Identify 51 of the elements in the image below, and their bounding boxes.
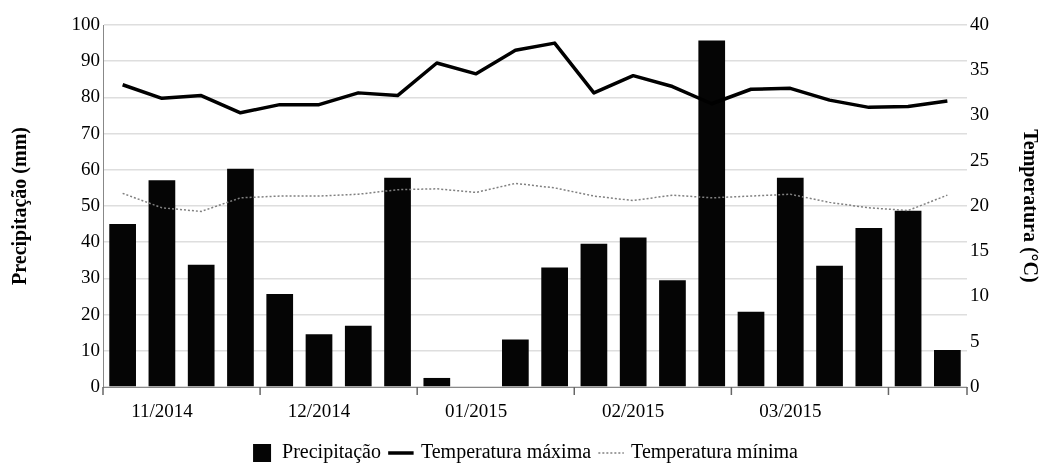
x-tick-label: 12/2014 [287,400,351,422]
x-tick-label: 11/2014 [131,400,194,422]
y2-tick-label: 20 [970,193,989,215]
y-tick-label: 90 [81,49,100,71]
y-tick-label: 0 [90,374,100,396]
y-tick-label: 10 [81,338,100,360]
y-tick-label: 70 [81,121,100,143]
bar [934,350,961,387]
y2-axis-title: Temperatura (°C) [1018,129,1042,283]
bar [502,339,529,387]
bar [423,377,451,387]
x-tick-label: 02/2015 [602,400,665,422]
line-series [121,182,949,213]
y-tick-label: 100 [71,12,100,34]
y-tick-label: 20 [81,302,100,324]
y-tick-label: 30 [81,266,100,288]
y-tick-label: 80 [81,85,100,107]
y-tick-label: 40 [81,230,100,252]
bar [305,334,333,387]
y2-tick-label: 40 [970,12,989,34]
bar [580,243,608,387]
bar [344,325,372,387]
y2-tick-label: 35 [970,58,989,80]
y-tick-label: 50 [81,193,100,215]
bar [659,280,686,387]
bar [109,224,136,387]
bar [148,180,176,387]
bar [227,168,254,387]
bar [266,293,294,387]
y2-tick-label: 15 [970,239,989,261]
y2-tick-label: 10 [970,284,989,306]
legend-label: Temperatura máxima [420,440,592,464]
y-tick-label: 60 [81,157,100,179]
x-tick-label: 01/2015 [444,400,508,422]
y2-tick-label: 0 [970,374,980,396]
bar [816,265,843,387]
legend-label: Temperatura mínima [631,440,799,464]
y2-tick-label: 5 [970,329,980,351]
x-tick-label: 03/2015 [759,400,822,422]
bar [541,267,568,387]
y2-tick-label: 30 [970,103,989,125]
bar [776,177,804,387]
bar [737,311,765,387]
y2-tick-label: 25 [970,148,989,170]
y-axis-title: Precipitação (mm) [8,127,32,285]
bar [619,237,647,387]
bar [187,264,215,387]
bar [894,210,922,387]
bar [384,177,411,387]
legend-label: Precipitação [282,440,381,464]
bar [855,228,883,387]
